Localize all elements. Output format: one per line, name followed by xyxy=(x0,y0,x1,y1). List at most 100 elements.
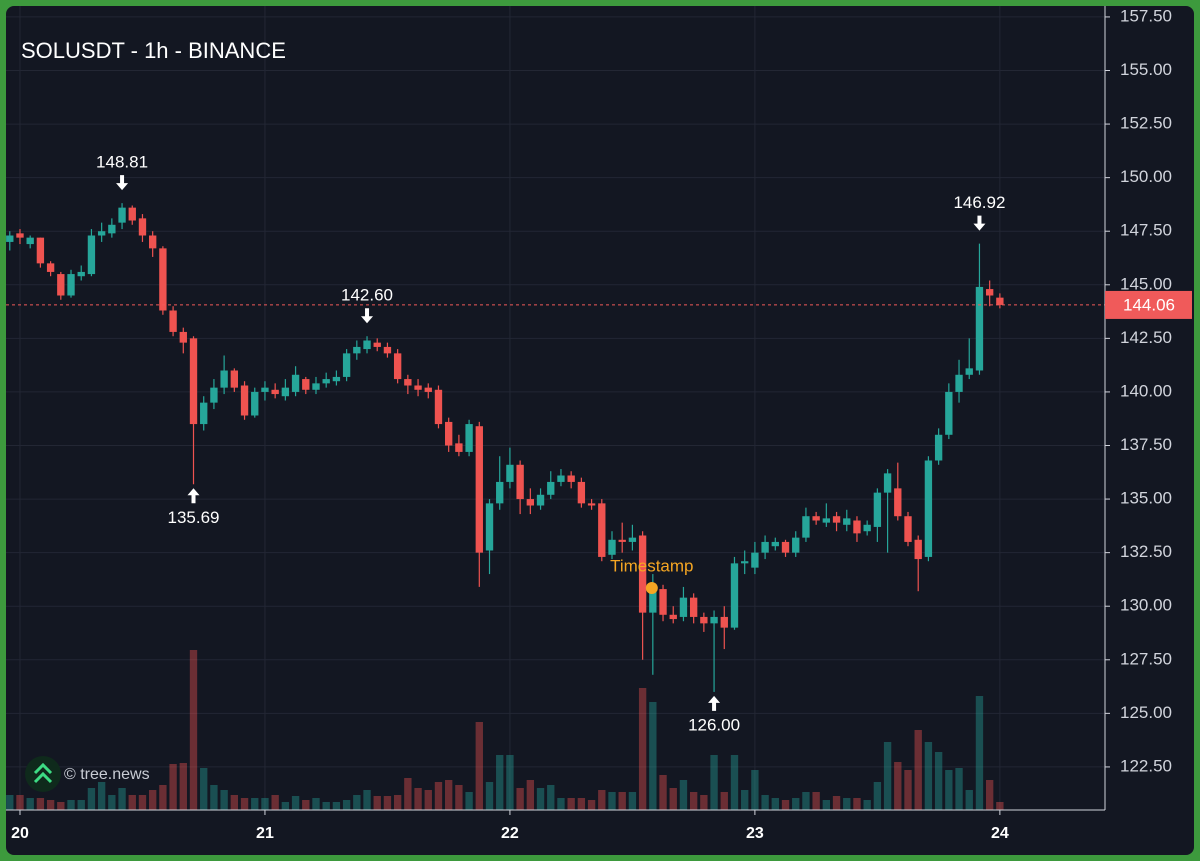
volume-bar xyxy=(485,782,494,810)
volume-bar xyxy=(322,802,330,810)
candle-body xyxy=(608,539,616,555)
candle-body xyxy=(649,589,657,613)
volume-bar xyxy=(822,800,831,810)
candle-body xyxy=(353,346,361,354)
volume-bar xyxy=(46,800,55,810)
candle-body xyxy=(342,353,351,377)
volume-bar xyxy=(965,790,973,810)
watermark: © tree.news xyxy=(64,766,150,783)
candle-body xyxy=(271,389,279,395)
volume-bar xyxy=(169,764,177,810)
candle-body xyxy=(108,224,116,234)
volume-bar xyxy=(149,790,157,810)
last-price-label: 144.06 xyxy=(1123,295,1175,314)
candle-body xyxy=(230,370,239,388)
volume-bar xyxy=(159,785,167,810)
candle-body xyxy=(761,541,769,553)
candle-body xyxy=(526,499,535,506)
candle-body xyxy=(240,385,249,416)
volume-bar xyxy=(26,798,34,810)
volume-bar xyxy=(598,790,606,810)
candle-body xyxy=(587,503,596,506)
y-tick-label: 125.00 xyxy=(1120,703,1172,722)
volume-bar xyxy=(475,722,483,810)
candle-body xyxy=(853,520,861,534)
candle-body xyxy=(332,376,341,382)
candle-body xyxy=(894,488,902,517)
volume-bar xyxy=(649,702,657,810)
volume-bar xyxy=(536,788,545,810)
volume-bar xyxy=(955,768,963,810)
volume-bar xyxy=(414,788,422,810)
annotation-arrow xyxy=(973,215,986,231)
volume-bar xyxy=(97,782,106,810)
x-tick-label: 20 xyxy=(11,825,29,842)
candle-body xyxy=(455,443,463,452)
volume-bar xyxy=(975,696,984,810)
candle-body xyxy=(536,494,545,506)
candle-body xyxy=(46,263,55,272)
volume-bar xyxy=(863,800,871,810)
candle-body xyxy=(118,207,126,223)
volume-bar xyxy=(87,788,96,810)
volume-bar xyxy=(373,796,381,810)
volume-bar xyxy=(761,795,769,810)
volume-bar xyxy=(271,795,279,810)
candle-body xyxy=(200,402,208,425)
candle-body xyxy=(904,516,912,542)
candle-body xyxy=(128,207,136,221)
annotation-label: 135.69 xyxy=(168,508,220,527)
annotation-arrow xyxy=(116,175,129,191)
volume-bar xyxy=(332,802,341,810)
candle-body xyxy=(557,475,565,482)
volume-bar xyxy=(404,778,412,810)
volume-bar xyxy=(77,800,85,810)
volume-bar xyxy=(302,800,310,810)
y-tick-label: 157.50 xyxy=(1120,6,1172,25)
candle-body xyxy=(149,235,157,249)
y-tick-label: 147.50 xyxy=(1120,221,1172,240)
candle-body xyxy=(16,233,24,238)
annotation-label: 146.92 xyxy=(953,193,1005,212)
candle-body xyxy=(812,516,820,521)
volume-bar xyxy=(179,763,187,810)
candle-body xyxy=(393,353,402,380)
candle-body xyxy=(741,561,749,564)
candle-body xyxy=(618,539,626,542)
volume-bar xyxy=(720,792,728,810)
volume-bar xyxy=(628,792,637,810)
candle-body xyxy=(996,297,1004,305)
volume-bar xyxy=(771,798,779,810)
volume-bar xyxy=(638,688,647,810)
candle-body xyxy=(843,518,851,525)
candle-body xyxy=(822,518,831,523)
candle-body xyxy=(751,552,759,568)
volume-bar xyxy=(679,780,688,810)
volume-bar xyxy=(291,796,300,810)
annotation-label: 142.60 xyxy=(341,286,393,305)
y-tick-label: 132.50 xyxy=(1120,542,1172,561)
volume-bar xyxy=(312,798,320,810)
volume-bar xyxy=(496,755,504,810)
y-tick-label: 152.50 xyxy=(1120,114,1172,133)
volume-bar xyxy=(812,792,820,810)
candle-body xyxy=(281,387,290,397)
volume-bar xyxy=(547,785,555,810)
volume-bar xyxy=(261,798,269,810)
marker-label: Timestamp xyxy=(610,556,693,575)
candle-body xyxy=(312,383,320,390)
volume-bar xyxy=(210,785,218,810)
candle-body xyxy=(26,237,34,245)
logo-chevrons xyxy=(33,762,53,784)
y-tick-label: 127.50 xyxy=(1120,649,1172,668)
y-tick-label: 135.00 xyxy=(1120,489,1172,508)
volume-bar xyxy=(118,788,126,810)
candle-body xyxy=(496,481,504,504)
candle-body xyxy=(291,374,300,392)
y-tick-label: 150.00 xyxy=(1120,167,1172,186)
annotation-arrow xyxy=(708,695,721,711)
candle-body xyxy=(781,541,790,553)
volume-bar xyxy=(189,650,198,810)
volume-bar xyxy=(985,780,994,810)
